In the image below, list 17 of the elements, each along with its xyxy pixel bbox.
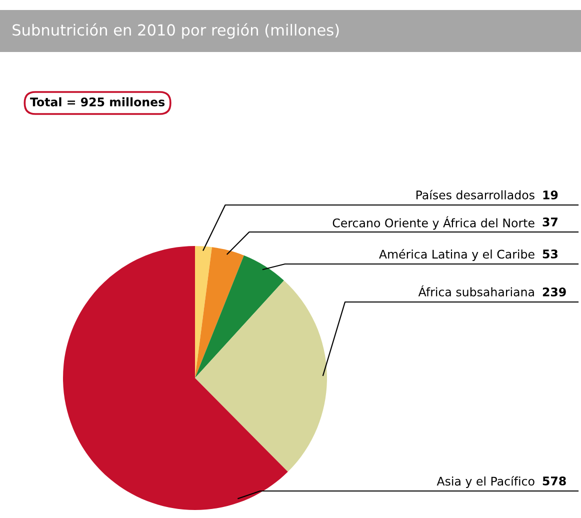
pie-slice	[195, 246, 212, 378]
pie-slice	[195, 255, 284, 378]
data-label: 19	[543, 190, 558, 200]
data-label: 239	[542, 287, 566, 296]
pie-slice	[63, 246, 288, 510]
slice-label: África subsahariana	[418, 285, 534, 296]
slice-label: Cercano Oriente y África del Norte	[332, 216, 534, 230]
data-label: 37	[542, 217, 558, 226]
slice-label: Países desarrollados	[416, 190, 534, 200]
pie-slice	[195, 280, 327, 472]
slice-label: América Latina y el Caribe	[379, 249, 534, 261]
data-label: 53	[542, 249, 558, 258]
data-label: 578	[542, 476, 566, 486]
text: Total = 925 millones	[30, 97, 165, 106]
slice-label: Asia y el Pacífico	[436, 476, 534, 488]
pie-slice	[195, 247, 244, 378]
chart-title: Subnutrición en 2010 por región (millones)	[12, 23, 339, 39]
